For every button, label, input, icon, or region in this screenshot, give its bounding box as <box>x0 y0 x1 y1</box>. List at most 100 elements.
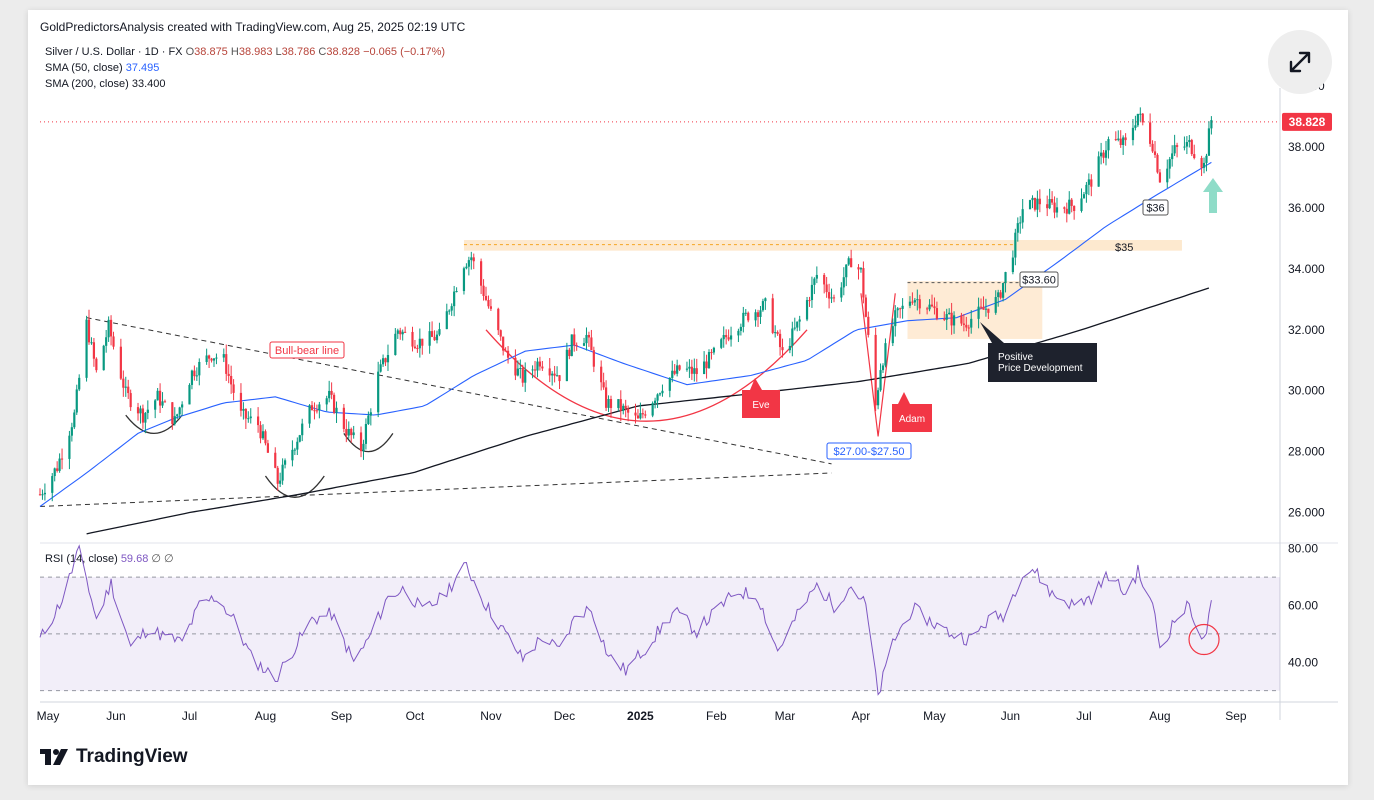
candle-body <box>112 336 115 347</box>
candle-body <box>328 390 331 399</box>
candle-body <box>38 494 42 496</box>
candle-body <box>573 334 576 346</box>
candle-body <box>1156 154 1159 173</box>
candle-body <box>1053 202 1056 213</box>
time-tick-label: Jul <box>1076 709 1091 723</box>
candle-body <box>136 407 140 414</box>
candle-body <box>259 425 262 439</box>
candle-body <box>710 352 713 354</box>
price-tick-label: 26.000 <box>1288 506 1325 520</box>
candle-body <box>617 399 620 408</box>
candle-body <box>609 399 613 408</box>
candle-body <box>249 416 252 419</box>
rsi-legend[interactable]: RSI (14, close) 59.68 ∅ ∅ <box>45 552 174 565</box>
candle-body <box>1087 179 1090 185</box>
candle-body <box>950 312 953 326</box>
candle-body <box>661 390 664 394</box>
sma50-legend[interactable]: SMA (50, close) 37.495 <box>45 62 159 74</box>
candle-body <box>450 306 453 311</box>
adam-bubble <box>892 392 932 432</box>
candle-body <box>58 458 61 471</box>
candle-body <box>521 367 524 383</box>
candle-body <box>1104 150 1108 158</box>
candle-body <box>830 297 833 299</box>
candle-body <box>1031 197 1034 201</box>
candle-body <box>127 386 130 394</box>
candle-body <box>242 408 245 411</box>
candle-body <box>53 468 56 477</box>
candle-body <box>158 390 162 406</box>
adam-vee <box>860 293 896 437</box>
candle-body <box>230 375 233 385</box>
time-tick-label: May <box>37 709 60 723</box>
candle-body <box>558 375 561 382</box>
candle-body <box>244 408 247 419</box>
candle-body <box>364 424 368 444</box>
candle-body <box>51 476 54 493</box>
candle-body <box>896 308 899 311</box>
candle-body <box>156 390 159 401</box>
candle-body <box>847 258 850 265</box>
candle-body <box>977 306 980 319</box>
candle-body <box>1183 146 1186 148</box>
candle-body <box>805 300 809 320</box>
candle-body <box>688 366 691 369</box>
candle-body <box>266 443 270 453</box>
consolidation-zone <box>907 281 1043 339</box>
candle-body <box>987 308 990 313</box>
candle-body <box>60 458 64 460</box>
candle-body <box>582 343 586 346</box>
candle-body <box>105 337 108 346</box>
eve-label: Eve <box>752 400 770 411</box>
candle-body <box>188 384 191 405</box>
candle-body <box>274 452 277 468</box>
candle-body <box>85 319 88 378</box>
candle-body <box>1202 162 1206 168</box>
candle-body <box>810 284 814 301</box>
candle-body <box>737 330 740 336</box>
price-tick-label: 30.000 <box>1288 384 1325 398</box>
candle-body <box>396 330 399 334</box>
candle-body <box>553 373 556 376</box>
candle-body <box>901 305 904 309</box>
open-label: O <box>185 46 195 58</box>
candle-body <box>465 266 468 269</box>
candle-body <box>778 333 782 348</box>
resistance-zone-35 <box>463 240 1182 251</box>
candle-body <box>644 414 647 416</box>
candle-body <box>999 292 1002 298</box>
candle-body <box>1048 199 1051 209</box>
sma200-legend[interactable]: SMA (200, close) 33.400 <box>45 78 165 90</box>
candle-body <box>1153 151 1157 155</box>
candle-body <box>1082 194 1086 199</box>
candle-body <box>548 368 551 376</box>
candle-body <box>350 428 353 436</box>
candle-body <box>845 264 848 278</box>
candle-body <box>1190 140 1193 155</box>
candle-body <box>590 337 593 351</box>
candle-body <box>428 331 431 346</box>
fullscreen-button[interactable] <box>1268 30 1332 94</box>
bull-bear-label-box <box>269 341 345 359</box>
candle-body <box>73 412 76 428</box>
candle-body <box>979 306 983 308</box>
candle-body <box>386 355 390 363</box>
candle-body <box>627 408 630 413</box>
time-tick-label: Aug <box>255 709 276 723</box>
symbol-legend: Silver / U.S. Dollar · 1D · FX O38.875 H… <box>45 46 445 58</box>
candle-body <box>1205 155 1208 163</box>
candle-body <box>690 366 693 374</box>
candle-body <box>1097 156 1100 187</box>
candle-body <box>161 401 164 406</box>
candle-body <box>693 368 696 374</box>
tradingview-logo[interactable]: TradingView <box>40 746 188 768</box>
change-value: −0.065 (−0.17%) <box>363 46 446 58</box>
candle-body <box>604 387 608 408</box>
candle-body <box>1200 158 1203 168</box>
candle-body <box>178 407 181 415</box>
candle-body <box>651 403 654 416</box>
candle-body <box>296 441 299 450</box>
candle-body <box>1085 184 1088 195</box>
candle-body <box>739 326 742 331</box>
